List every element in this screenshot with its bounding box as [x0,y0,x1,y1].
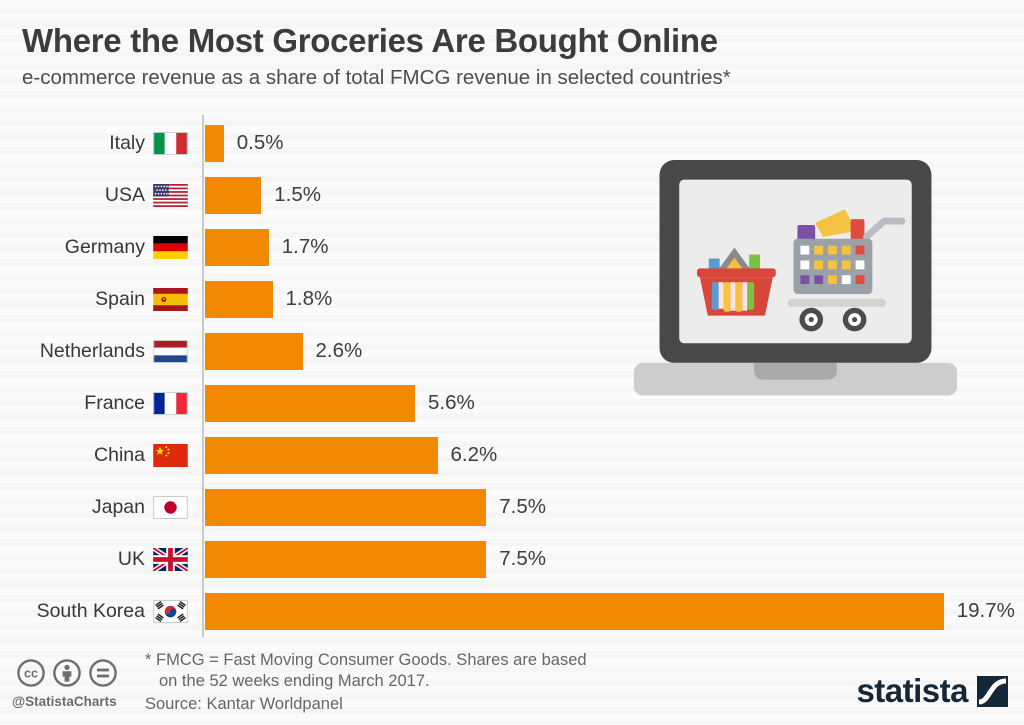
value-label: 0.5% [236,131,284,154]
page-subtitle: e-commerce revenue as a share of total F… [22,66,731,89]
attribution-icon [52,658,82,688]
svg-text:cc: cc [24,667,38,681]
footnote: * FMCG = Fast Moving Consumer Goods. Sha… [145,650,587,692]
value-label: 7.5% [499,547,546,570]
bar [205,228,269,266]
value-label: 1.7% [281,235,329,258]
flag-china-icon [153,443,188,467]
source-label: Source: Kantar Worldpanel [145,695,343,713]
value-label: 7.5% [499,495,546,518]
value-label: 2.6% [315,339,363,362]
no-derivatives-icon [88,658,118,688]
laptop-illustration [628,158,963,404]
statista-charts-handle: @StatistaCharts [12,694,117,709]
bar-row: Japan 7.5% [0,481,1024,533]
flag-germany-icon [153,235,188,259]
license-icons: cc [16,658,118,688]
bar-row: Spain 1.8% [0,273,1024,325]
statista-logo-icon [977,675,1008,707]
statista-logo: statista [856,672,1008,710]
bar-row: Netherlands 2.6% [0,325,1024,377]
bar-row: USA 1.5% [0,169,1024,221]
country-label: France [84,391,145,414]
shopping-basket-icon [696,247,776,316]
bar [205,332,303,370]
country-label: South Korea [36,599,145,622]
bar-chart: Italy 0.5% USA 1.5% Germany 1.7% [0,115,1024,639]
country-label: Netherlands [39,339,145,362]
footnote-line2: on the 52 weeks ending March 2017. [159,672,430,690]
bar-row: China 6.2% [0,429,1024,481]
shopping-cart-icon [787,209,906,332]
value-label: 5.6% [428,391,475,414]
value-label: 19.7% [956,599,1015,622]
bar [205,436,438,474]
bar [205,592,944,630]
bar-row: UK 7.5% [0,533,1024,585]
bar-row: Germany 1.7% [0,221,1024,273]
bar [205,280,273,318]
bar [205,176,262,214]
flag-south-korea-icon [153,599,188,623]
bar [205,488,487,526]
country-label: Japan [91,495,145,518]
value-label: 1.5% [274,183,321,206]
bar [205,124,224,162]
page-title: Where the Most Groceries Are Bought Onli… [22,22,718,59]
axis-line [202,115,204,637]
value-label: 6.2% [450,443,498,466]
statista-wordmark: statista [856,672,968,709]
cc-icon: cc [16,658,46,688]
bar [205,384,415,422]
bar [205,540,487,578]
bar-row: Italy 0.5% [0,117,1024,169]
footnote-line1: * FMCG = Fast Moving Consumer Goods. Sha… [145,651,587,669]
flag-japan-icon [153,495,188,519]
bar-row: France 5.6% [0,377,1024,429]
bar-row: South Korea 19.7% [0,585,1024,637]
flag-france-icon [153,391,188,415]
value-label: 1.8% [285,287,333,310]
flag-uk-icon [153,547,188,571]
country-label: USA [104,183,145,206]
flag-usa-icon [153,183,188,207]
flag-italy-icon [153,131,188,155]
flag-netherlands-icon [153,339,188,363]
country-label: Spain [95,287,145,310]
country-label: Germany [64,235,145,258]
country-label: Italy [109,131,145,154]
flag-spain-icon [153,287,188,311]
country-label: UK [117,547,145,570]
country-label: China [94,443,145,466]
